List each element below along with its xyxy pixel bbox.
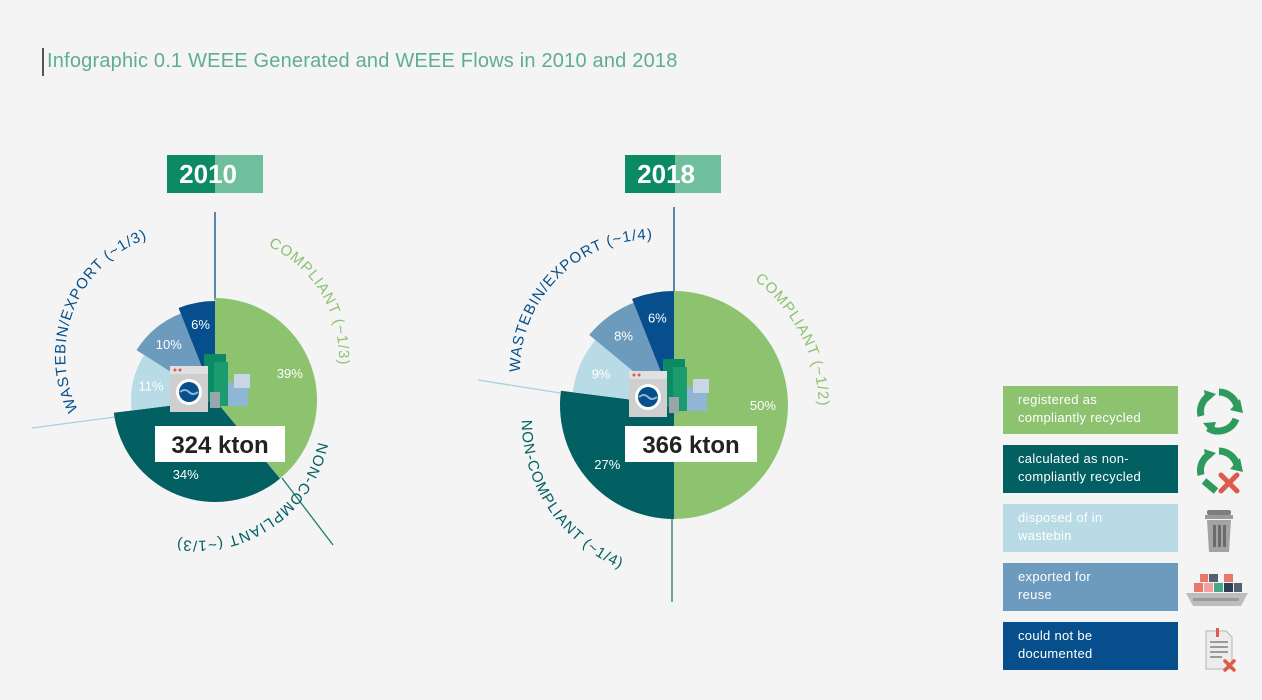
legend-label: could not be — [1018, 628, 1093, 643]
slice-label: 39% — [277, 366, 303, 381]
legend-item-wastebin: disposed of in wastebin — [1003, 504, 1178, 552]
total-label: 324 kton — [171, 432, 268, 459]
appliances-icon — [170, 354, 250, 412]
slice-label: 50% — [750, 398, 776, 413]
leader-line — [281, 477, 334, 546]
page-title: Infographic 0.1 WEEE Generated and WEEE … — [47, 50, 678, 72]
pie-2018: 50% 27% 9% 8% 6% 366 kton — [477, 207, 788, 602]
title-accent-bar — [42, 48, 44, 76]
slice-label: 10% — [156, 337, 182, 352]
pie-slice-1 — [215, 298, 317, 479]
year-badge-dark: 2010 — [167, 155, 237, 193]
legend-label: registered as — [1018, 392, 1098, 407]
pie-slice-2 — [560, 390, 674, 519]
year-badge-2010: 2010 — [167, 155, 263, 193]
legend-label: compliantly recycled — [1018, 410, 1142, 425]
legend-label: exported for — [1018, 569, 1091, 584]
legend-label: calculated as non- — [1018, 451, 1129, 466]
appliances-icon — [629, 359, 709, 417]
recycle-icon — [1196, 388, 1243, 435]
legend-item-non-compliant: calculated as non- compliantly recycled — [1003, 445, 1178, 493]
recycle-cross-icon — [1196, 447, 1243, 494]
trash-bin-icon — [1205, 510, 1233, 552]
total-label-box — [625, 426, 757, 462]
year-label-2010: 2010 — [179, 158, 237, 189]
legend-item-export: exported for reuse — [1003, 563, 1178, 611]
pie-2010: 39% 34% 11% 10% 6% 324 kton — [31, 212, 334, 546]
document-cross-icon — [1205, 628, 1236, 672]
legend-label: wastebin — [1018, 528, 1072, 543]
year-badge-light — [215, 155, 263, 193]
leader-line — [31, 416, 116, 429]
slice-label: 27% — [594, 457, 620, 472]
leader-line — [477, 379, 561, 394]
slice-label: 11% — [139, 379, 164, 394]
total-label: 366 kton — [642, 432, 739, 459]
legend-label: reuse — [1018, 587, 1053, 602]
slice-label: 6% — [648, 311, 667, 326]
legend-label: documented — [1018, 646, 1093, 661]
slice-label: 8% — [614, 329, 633, 344]
slice-label: 6% — [191, 317, 210, 332]
legend-item-compliant: registered as compliantly recycled — [1003, 386, 1178, 434]
legend-label: compliantly recycled — [1018, 469, 1142, 484]
year-badge-2018: 2018 — [625, 155, 721, 193]
year-label-2018: 2018 — [637, 158, 695, 189]
year-badge-light — [675, 155, 721, 193]
legend-label: disposed of in — [1018, 510, 1103, 525]
slice-label: 34% — [173, 467, 199, 482]
year-badge-dark: 2018 — [625, 155, 695, 193]
total-label-box — [155, 426, 285, 462]
cargo-ship-icon — [1186, 574, 1248, 606]
slice-label: 9% — [592, 366, 611, 381]
legend-item-undocumented: could not be documented — [1003, 622, 1178, 670]
